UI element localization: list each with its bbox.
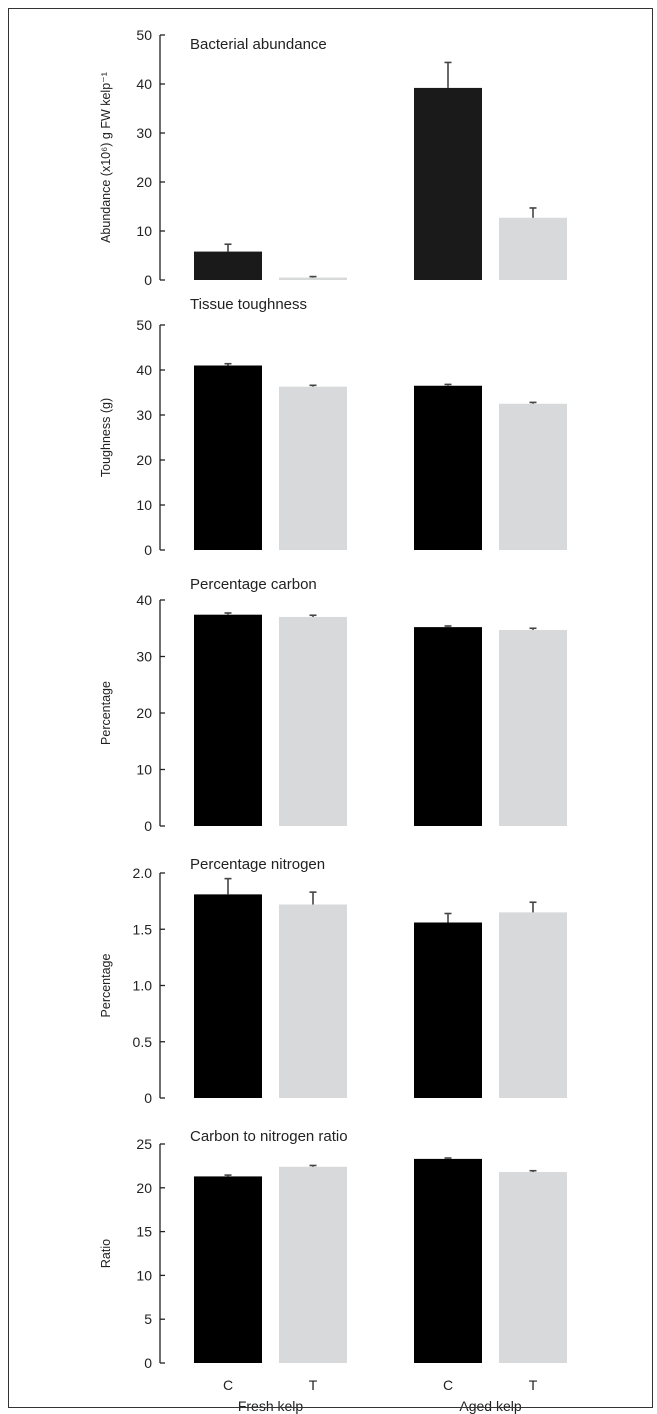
bar bbox=[499, 912, 567, 1098]
bar bbox=[194, 1176, 262, 1363]
x-tick-label: T bbox=[309, 1377, 318, 1393]
y-axis-label: Ratio bbox=[99, 1239, 113, 1268]
y-tick-label: 20 bbox=[136, 174, 152, 190]
y-tick-label: 40 bbox=[136, 76, 152, 92]
x-tick-label: C bbox=[443, 1377, 453, 1393]
bar bbox=[414, 385, 482, 550]
y-tick-label: 5 bbox=[144, 1311, 152, 1327]
bar bbox=[414, 922, 482, 1098]
y-tick-label: 30 bbox=[136, 125, 152, 141]
chart-panel-3: 0 10 20 30 40 Percentage Percentage carbon bbox=[99, 576, 567, 834]
bar bbox=[194, 365, 262, 550]
chart-panel-2: 0 10 20 30 40 50 Toughness (g) Tissue toughness bbox=[99, 296, 567, 558]
bar bbox=[194, 251, 262, 280]
y-tick-label: 15 bbox=[136, 1224, 152, 1240]
y-tick-label: 40 bbox=[136, 362, 152, 378]
chart-panel-4: 0 0.5 1.0 1.5 2.0 Percentage Percentage nitrog… bbox=[99, 856, 567, 1106]
bar bbox=[279, 616, 347, 826]
bar bbox=[279, 1166, 347, 1363]
y-axis-label: Toughness (g) bbox=[99, 398, 113, 477]
chart-title: Percentage nitrogen bbox=[190, 856, 325, 873]
y-tick-label: 10 bbox=[136, 762, 152, 778]
bar bbox=[279, 386, 347, 550]
y-tick-label: 30 bbox=[136, 649, 152, 665]
chart-panel-1: 0 10 20 30 40 50 Abundance (x10⁶) g FW kelp⁻¹ B… bbox=[99, 27, 567, 288]
bar bbox=[414, 627, 482, 826]
bar bbox=[414, 1158, 482, 1363]
x-group-label: Fresh kelp bbox=[238, 1398, 304, 1414]
y-axis-label: Percentage bbox=[99, 681, 113, 745]
y-tick-label: 50 bbox=[136, 27, 152, 43]
y-tick-label: 0 bbox=[144, 1355, 152, 1371]
y-tick-label: 0 bbox=[144, 818, 152, 834]
y-tick-label: 20 bbox=[136, 705, 152, 721]
x-group-label: Aged kelp bbox=[459, 1398, 521, 1414]
y-tick-label: 25 bbox=[136, 1136, 152, 1152]
bar bbox=[194, 614, 262, 826]
y-tick-label: 1.5 bbox=[133, 921, 153, 937]
y-tick-label: 0.5 bbox=[133, 1034, 153, 1050]
bar bbox=[194, 894, 262, 1098]
bar bbox=[279, 904, 347, 1098]
bar bbox=[499, 217, 567, 280]
y-tick-label: 20 bbox=[136, 1180, 152, 1196]
y-tick-label: 40 bbox=[136, 592, 152, 608]
y-axis-label: Abundance (x10⁶) g FW kelp⁻¹ bbox=[99, 72, 113, 243]
y-axis-label: Percentage bbox=[99, 953, 113, 1017]
y-tick-label: 10 bbox=[136, 1267, 152, 1283]
y-tick-label: 2.0 bbox=[133, 865, 153, 881]
y-tick-label: 0 bbox=[144, 542, 152, 558]
bar bbox=[414, 87, 482, 280]
y-tick-label: 10 bbox=[136, 497, 152, 513]
chart-title: Carbon to nitrogen ratio bbox=[190, 1128, 348, 1145]
bar bbox=[499, 629, 567, 826]
y-tick-label: 30 bbox=[136, 407, 152, 423]
x-tick-label: T bbox=[529, 1377, 538, 1393]
y-tick-label: 0 bbox=[144, 272, 152, 288]
chart-title: Tissue toughness bbox=[190, 296, 307, 313]
y-tick-label: 1.0 bbox=[133, 978, 153, 994]
x-axis-labels: C T C T Fresh kelp Aged kelp bbox=[223, 1377, 538, 1414]
bar bbox=[279, 277, 347, 280]
y-tick-label: 0 bbox=[144, 1090, 152, 1106]
chart-title: Percentage carbon bbox=[190, 576, 317, 593]
y-tick-label: 20 bbox=[136, 452, 152, 468]
bar bbox=[499, 1172, 567, 1363]
bar bbox=[499, 403, 567, 550]
chart-title: Bacterial abundance bbox=[190, 36, 327, 53]
chart-panel-5: 0 5 10 15 20 25 Ratio Carbon to nitrogen ratio bbox=[99, 1128, 567, 1371]
y-tick-label: 50 bbox=[136, 317, 152, 333]
x-tick-label: C bbox=[223, 1377, 233, 1393]
y-tick-label: 10 bbox=[136, 223, 152, 239]
